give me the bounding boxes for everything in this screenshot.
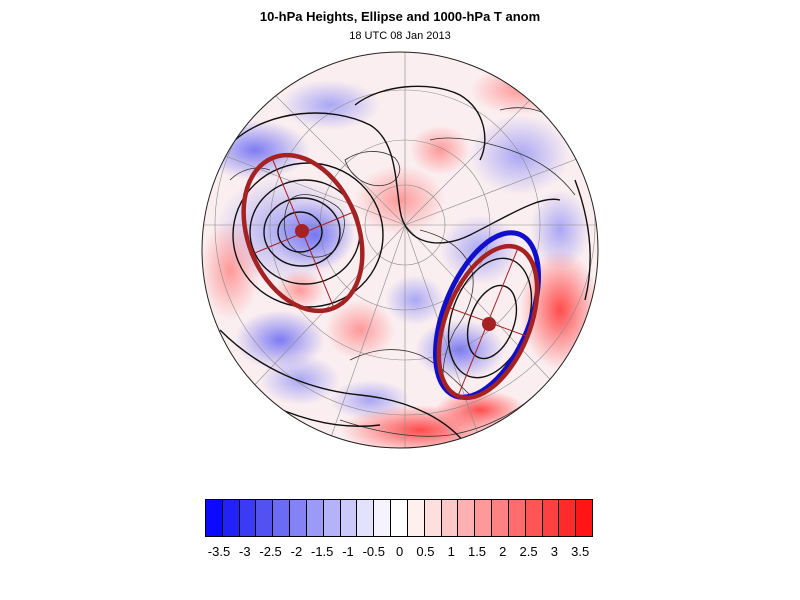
vortex-ellipse-red-left: [241, 152, 365, 314]
color-bar: [205, 499, 593, 537]
color-bar-cell: [525, 500, 543, 536]
color-bar-label: 1.5: [467, 544, 487, 559]
color-bar-cell: [306, 500, 324, 536]
color-bar-cell: [458, 500, 476, 536]
color-bar-cell: [323, 500, 341, 536]
color-bar-cell: [391, 500, 408, 536]
color-bar-cell: [508, 500, 526, 536]
color-bar-cell: [492, 500, 509, 536]
map-boundary: [201, 51, 599, 449]
color-bar-cell: [206, 500, 223, 536]
color-bar-label: 0: [395, 544, 404, 559]
color-bar-label: 3: [550, 544, 559, 559]
color-bar-cell: [222, 500, 240, 536]
color-bar-cell: [290, 500, 307, 536]
color-bar-cell: [559, 500, 577, 536]
color-bar-cell: [475, 500, 493, 536]
color-bar-label: -1: [342, 544, 354, 559]
color-bar-cell: [407, 500, 425, 536]
color-bar-cell: [542, 500, 560, 536]
map-title: 10-hPa Heights, Ellipse and 1000-hPa T a…: [259, 9, 541, 24]
map-subtitle: 18 UTC 08 Jan 2013: [349, 30, 451, 42]
polar-map: [201, 51, 599, 449]
color-bar-cell: [441, 500, 459, 536]
vortex-ellipse-red-right: [436, 243, 540, 401]
color-bar-cell: [374, 500, 392, 536]
color-bar-label: -1.5: [310, 544, 334, 559]
color-bar-label: 1: [447, 544, 455, 559]
color-bar-label: -3.5: [207, 544, 231, 559]
color-bar-label: 3.5: [571, 544, 590, 559]
color-bar-label: -0.5: [362, 544, 385, 559]
color-bar-label: -3: [239, 544, 251, 559]
vortex-centroid-right: [482, 317, 496, 331]
color-bar-label: 0.5: [416, 544, 435, 559]
color-bar-cell: [273, 500, 291, 536]
vortex-centroid-left: [295, 224, 309, 238]
color-bar-cell: [256, 500, 274, 536]
color-bar-cell: [357, 500, 375, 536]
color-bar-label: 2.5: [519, 544, 538, 559]
temperature-anomaly-shading: [202, 52, 598, 448]
color-bar-cell: [576, 500, 593, 536]
color-bar-cell: [424, 500, 442, 536]
color-bar-label: -2.5: [259, 544, 282, 559]
vortex-ellipses: [241, 152, 541, 401]
color-bar-cell: [340, 500, 358, 536]
color-bar-label: 2: [499, 544, 507, 559]
color-bar-label: -2: [290, 544, 303, 559]
color-bar-cell: [239, 500, 257, 536]
